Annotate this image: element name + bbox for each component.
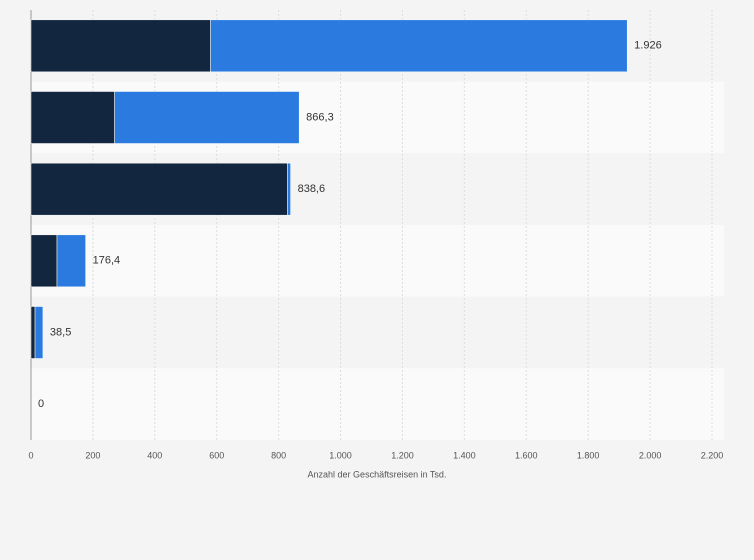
x-tick-label: 400 [147, 450, 162, 460]
x-tick-label: 800 [271, 450, 286, 460]
data-label: 176,4 [93, 255, 121, 267]
x-tick-label: 1.400 [453, 450, 476, 460]
row-band [31, 368, 724, 440]
data-label: 1.926 [634, 40, 662, 52]
data-label: 38,5 [50, 326, 71, 338]
row-band [31, 296, 724, 369]
x-tick-label: 1.000 [329, 450, 352, 460]
bar-segment [30, 19, 211, 73]
x-tick-label: 0 [28, 450, 33, 460]
bar-segment [287, 162, 291, 216]
x-tick-label: 2.200 [701, 450, 724, 460]
x-axis-label: Anzahl der Geschäftsreisen in Tsd. [308, 469, 447, 479]
bar-segment [34, 306, 44, 359]
bar-segment [30, 91, 115, 144]
bar-segment [30, 306, 36, 359]
data-label: 866,3 [306, 111, 334, 123]
x-tick-label: 2.000 [639, 450, 662, 460]
bar-segment [114, 91, 300, 144]
data-label: 838,6 [298, 183, 326, 195]
x-tick-label: 1.600 [515, 450, 538, 460]
x-tick-label: 200 [85, 450, 100, 460]
x-tick-label: 600 [209, 450, 224, 460]
x-tick-label: 1.800 [577, 450, 600, 460]
data-label: 0 [38, 398, 44, 410]
bar-segment [30, 234, 58, 288]
bar-segment [56, 234, 86, 288]
bar-segment [210, 19, 628, 73]
x-tick-label: 1.200 [391, 450, 414, 460]
bar-segment [30, 162, 288, 216]
row-band [31, 225, 724, 297]
